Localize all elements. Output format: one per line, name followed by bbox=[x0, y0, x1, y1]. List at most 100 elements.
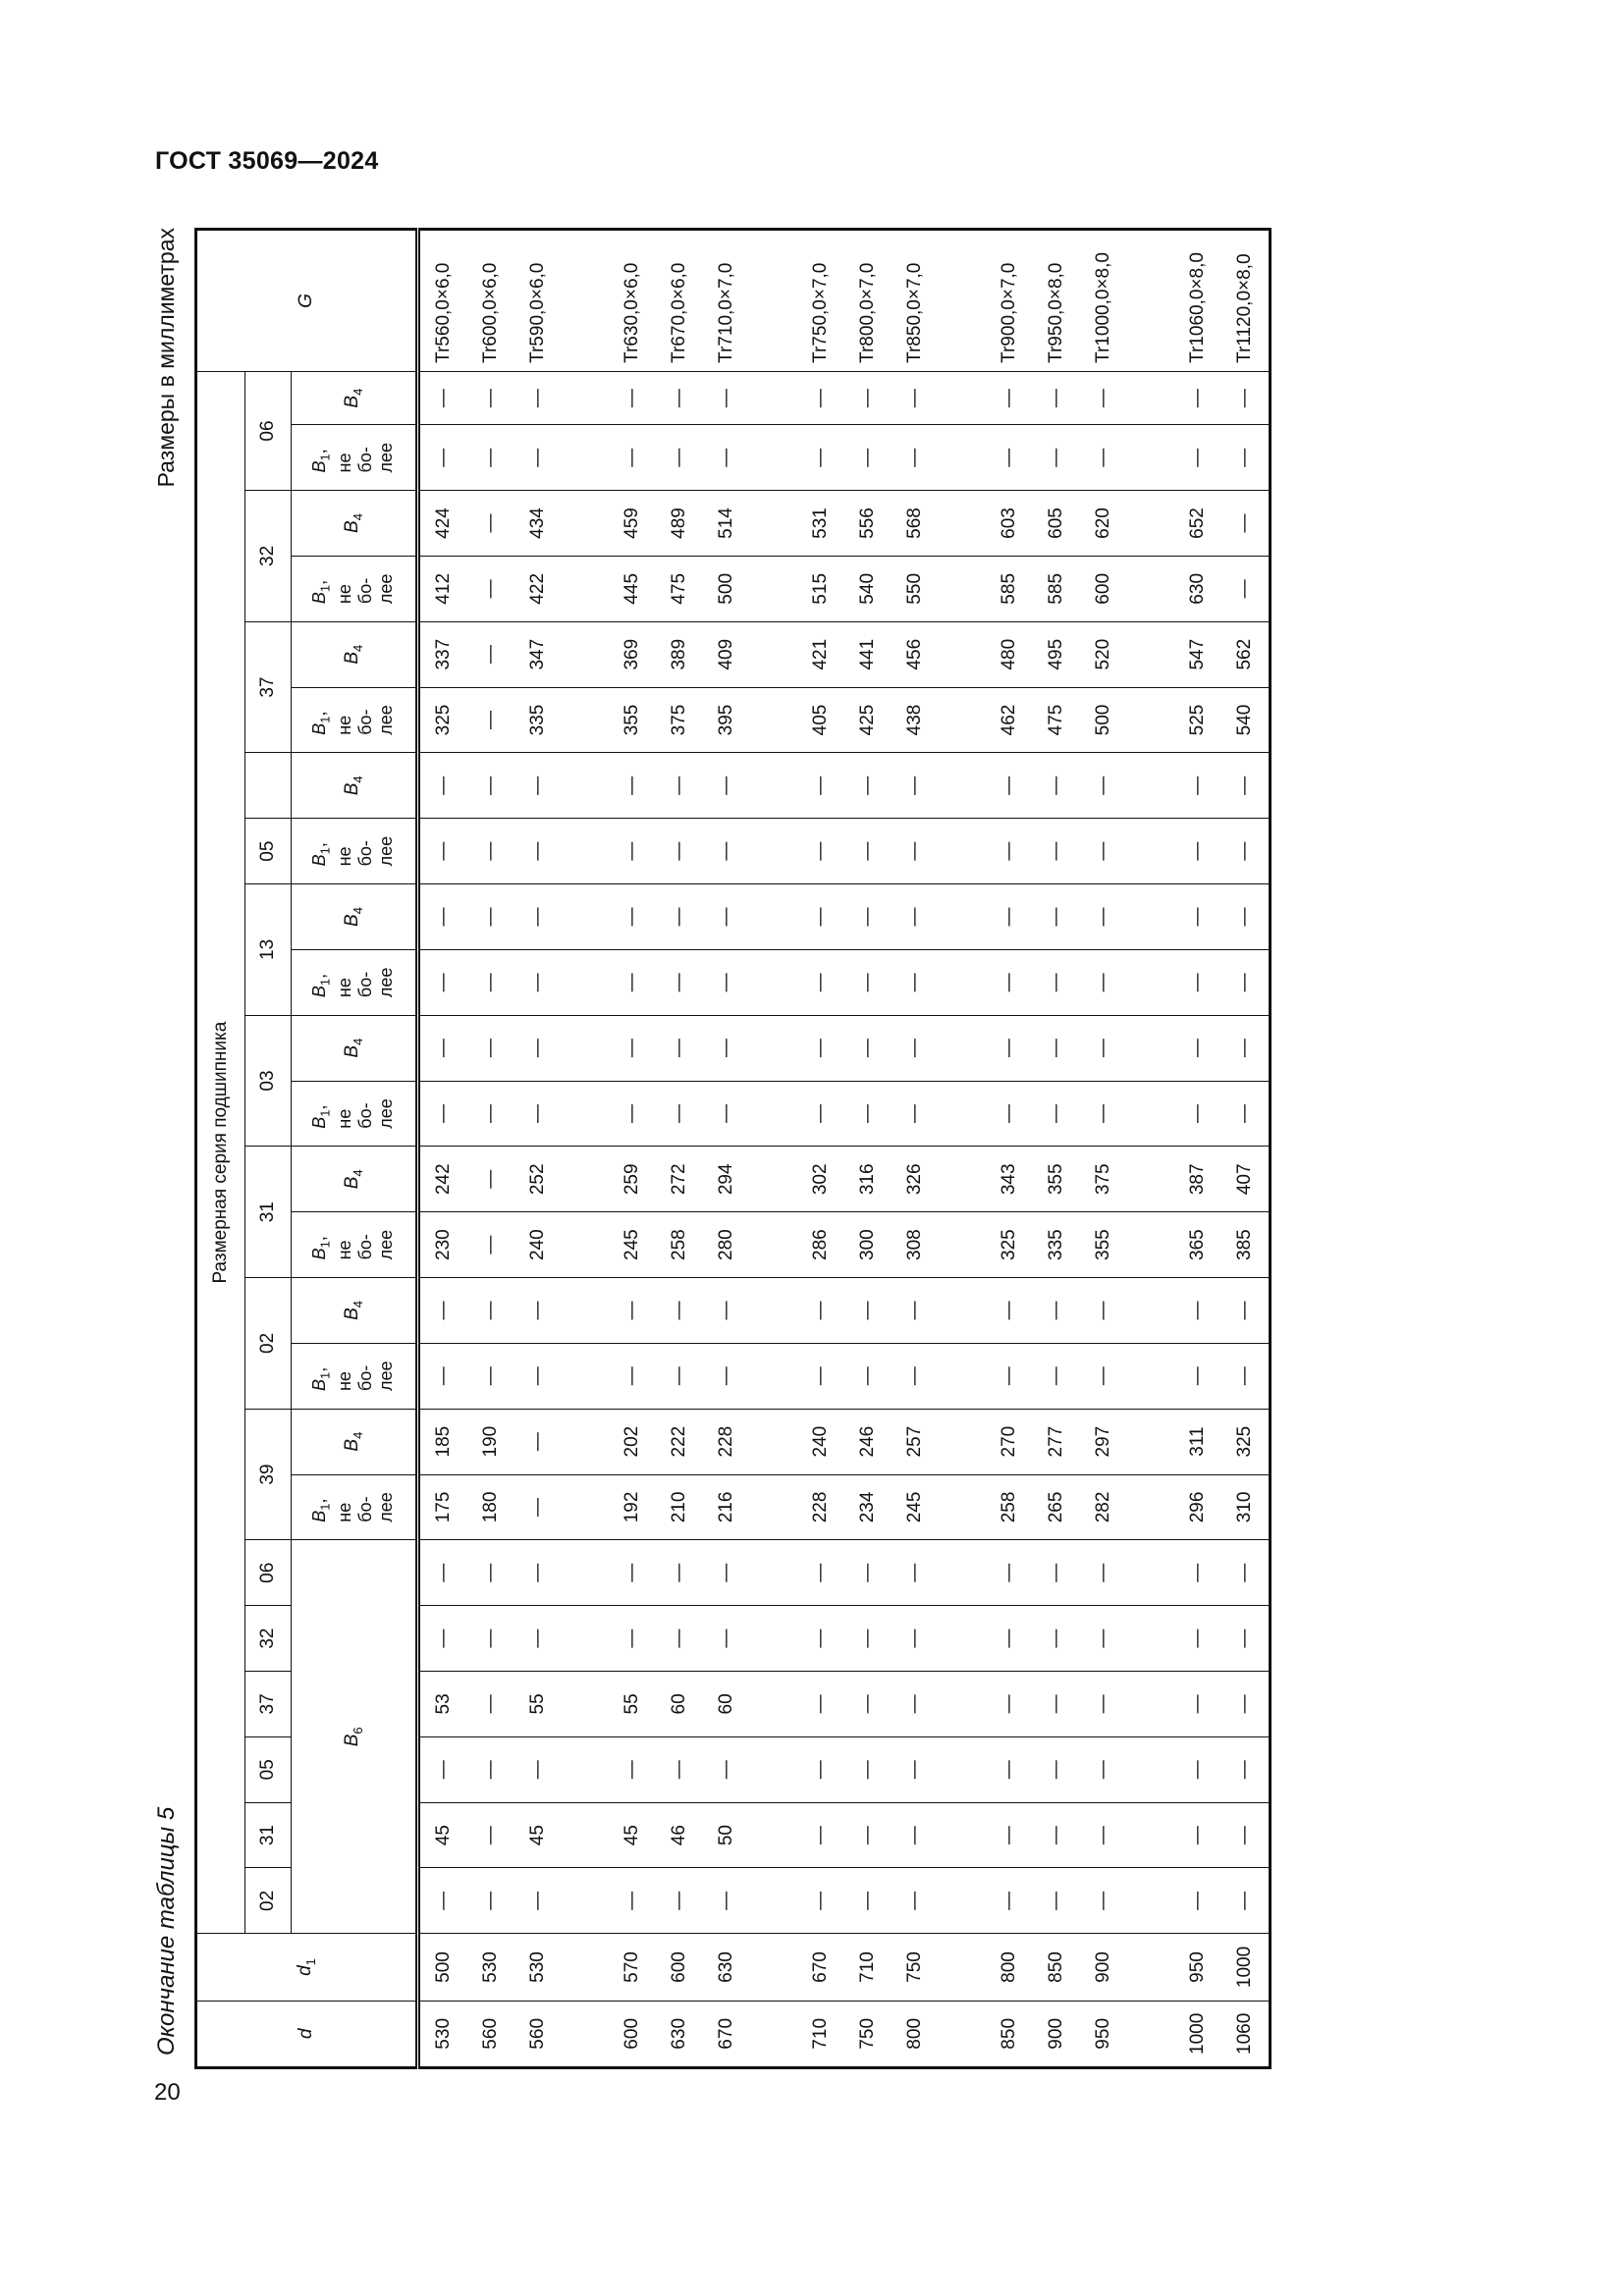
spacer-cell bbox=[939, 1605, 986, 1672]
table-row: 900 850— — — — — —265 277— —335 355— — — — — —475 495 58… bbox=[1033, 229, 1080, 2068]
cell-value: 311 bbox=[1174, 1409, 1221, 1475]
cell-value: — bbox=[797, 752, 844, 819]
cell-value: 242 bbox=[417, 1146, 467, 1212]
cell-value: 550 bbox=[892, 556, 939, 622]
cell-value: — bbox=[1033, 1867, 1080, 1934]
cell-value: 462 bbox=[986, 687, 1033, 753]
b1-subscript: 1 bbox=[317, 454, 333, 461]
cell-value: — bbox=[467, 1081, 514, 1147]
spacer-cell bbox=[1127, 556, 1174, 622]
cell-value: 365 bbox=[1174, 1211, 1221, 1278]
cell-value: 556 bbox=[844, 490, 892, 557]
spacer-cell bbox=[750, 1409, 797, 1475]
cell-value: — bbox=[1221, 556, 1271, 622]
spacer-cell bbox=[939, 1867, 986, 1934]
spacer-cell bbox=[939, 621, 986, 688]
cell-value: — bbox=[1080, 1867, 1127, 1934]
cell-value: — bbox=[986, 424, 1033, 491]
b4-subscript: 4 bbox=[350, 1038, 365, 1045]
cell-value: 216 bbox=[703, 1474, 750, 1540]
cell-value: — bbox=[797, 1081, 844, 1147]
cell-value: — bbox=[467, 621, 514, 688]
cell-value: — bbox=[514, 1539, 562, 1606]
cell-value: — bbox=[844, 424, 892, 491]
spacer-cell bbox=[562, 1802, 609, 1868]
cell-value: — bbox=[1080, 818, 1127, 884]
spacer-cell bbox=[750, 1933, 797, 2002]
spacer-cell bbox=[750, 621, 797, 688]
spacer-cell bbox=[750, 1539, 797, 1606]
cell-value: 258 bbox=[986, 1474, 1033, 1540]
cell-value: — bbox=[703, 752, 750, 819]
header-b4-label: B4 bbox=[291, 1277, 418, 1344]
cell-value: — bbox=[609, 949, 656, 1016]
b1-label-line: лее bbox=[376, 573, 397, 605]
cell-value: — bbox=[986, 752, 1033, 819]
cell-value: — bbox=[417, 1867, 467, 1934]
table-row: 630 600—46—60— —210 222— —258 272— — — — — —375 389… bbox=[656, 229, 703, 2068]
cell-value: — bbox=[844, 1539, 892, 1606]
cell-value: — bbox=[656, 1867, 703, 1934]
spacer-cell bbox=[750, 1474, 797, 1540]
header-b6-series: 02 bbox=[244, 1867, 292, 1934]
b1-subscript: 1 bbox=[317, 584, 333, 593]
spacer-cell bbox=[562, 1211, 609, 1278]
cell-value: — bbox=[892, 752, 939, 819]
spacer-cell bbox=[1127, 883, 1174, 950]
cell-value: — bbox=[986, 1671, 1033, 1737]
b1-label-block: B1, не бо-лее bbox=[309, 836, 398, 867]
spacer-cell bbox=[1127, 1867, 1174, 1934]
cell-value: 600 bbox=[1080, 556, 1127, 622]
b1-label-block: B1, не бо-лее bbox=[309, 1362, 398, 1392]
spacer-cell bbox=[562, 949, 609, 1016]
header-series-06: 06 bbox=[244, 371, 292, 491]
cell-value: — bbox=[609, 1277, 656, 1344]
cell-value: 540 bbox=[844, 556, 892, 622]
cell-d1: 600 bbox=[656, 1933, 703, 2002]
spacer-cell bbox=[750, 371, 797, 425]
cell-value: — bbox=[514, 818, 562, 884]
cell-value: 286 bbox=[797, 1211, 844, 1278]
cell-value: — bbox=[703, 424, 750, 491]
cell-d: 600 bbox=[609, 2001, 656, 2068]
header-b4-label: B4 bbox=[291, 621, 418, 688]
cell-value: 175 bbox=[417, 1474, 467, 1540]
cell-value: — bbox=[656, 1277, 703, 1344]
cell-value: — bbox=[797, 1736, 844, 1803]
table-row: 560 530—45—55— — — — — —240 252— — — — — —335 347 422 4… bbox=[514, 229, 562, 2068]
table-row: 850 800— — — — — —258 270— —325 343— — — — — —462 480 58… bbox=[986, 229, 1033, 2068]
cell-d: 710 bbox=[797, 2001, 844, 2068]
cell-value: — bbox=[609, 1736, 656, 1803]
cell-value: — bbox=[844, 1605, 892, 1672]
cell-d: 950 bbox=[1080, 2001, 1127, 2068]
spacer-cell bbox=[1127, 1277, 1174, 1344]
cell-value: — bbox=[703, 1736, 750, 1803]
spacer-cell bbox=[562, 1539, 609, 1606]
spacer-cell bbox=[562, 1867, 609, 1934]
spacer-cell bbox=[750, 1736, 797, 1803]
b1-subscript: 1 bbox=[317, 847, 333, 855]
cell-value: 421 bbox=[797, 621, 844, 688]
cell-value: — bbox=[844, 1671, 892, 1737]
b1-label-line: бо- bbox=[355, 1102, 376, 1129]
cell-value: — bbox=[1221, 1015, 1271, 1082]
cell-value: — bbox=[703, 949, 750, 1016]
spacer-cell bbox=[939, 1146, 986, 1212]
cell-value: 605 bbox=[1033, 490, 1080, 557]
cell-value: 422 bbox=[514, 556, 562, 622]
cell-value: — bbox=[514, 1343, 562, 1410]
b4-symbol: B bbox=[342, 1176, 363, 1190]
cell-value: 500 bbox=[1080, 687, 1127, 753]
cell-value: — bbox=[892, 818, 939, 884]
table-row: 1000 950— — — — — —296 311— —365 387— — — — — —525 547 6… bbox=[1174, 229, 1221, 2068]
cell-value: — bbox=[514, 1409, 562, 1475]
b1-comma: , bbox=[308, 449, 329, 454]
cell-value: — bbox=[1033, 1671, 1080, 1737]
spacer-cell bbox=[750, 1343, 797, 1410]
spacer-cell bbox=[939, 687, 986, 753]
cell-value: — bbox=[609, 1081, 656, 1147]
cell-value: — bbox=[1221, 1605, 1271, 1672]
spacer-cell bbox=[1127, 1933, 1174, 2002]
cell-g: Tr800,0×7,0 bbox=[844, 229, 892, 372]
b1-label-block: B1, не бо-лее bbox=[309, 443, 398, 473]
